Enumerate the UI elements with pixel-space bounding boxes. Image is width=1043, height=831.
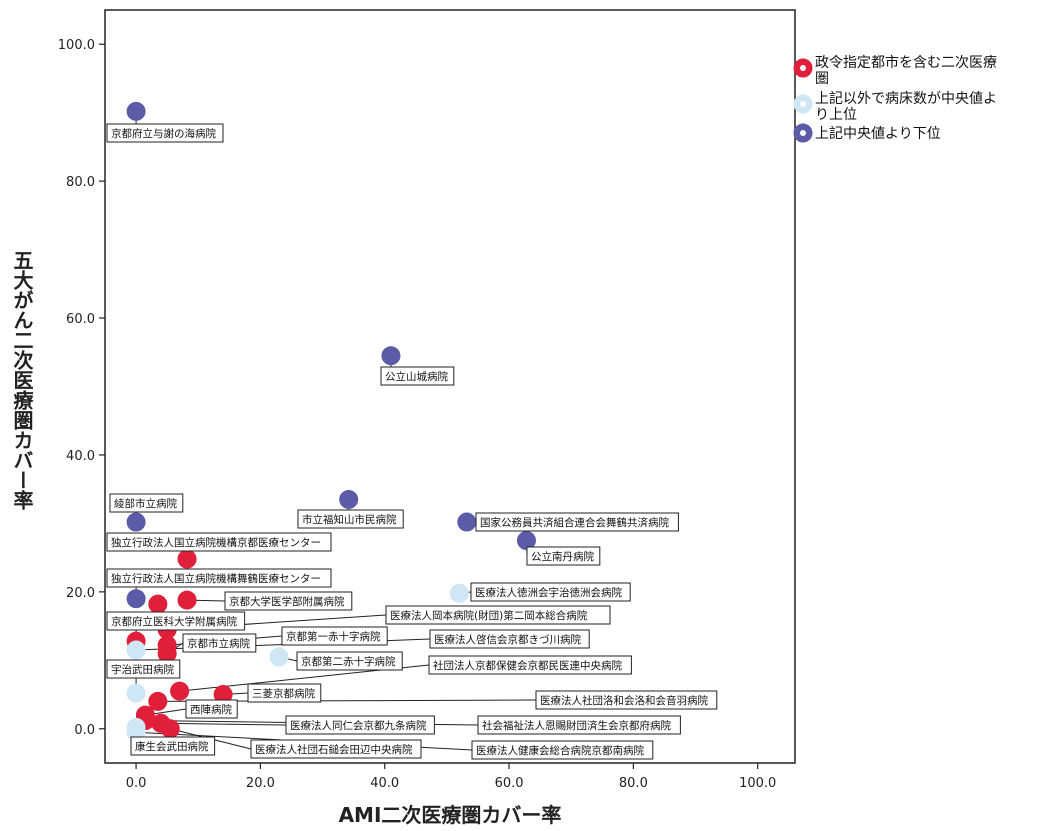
scatter-point: [148, 691, 168, 711]
point-label-box: [106, 568, 332, 588]
scatter-point: [457, 512, 477, 532]
scatter-point: [269, 647, 289, 667]
x-tick-label: 100.0: [739, 776, 776, 791]
y-tick-label: 20.0: [66, 586, 95, 601]
x-tick-label: 80.0: [619, 776, 648, 791]
point-label-box: [428, 655, 632, 675]
scatter-point: [516, 531, 536, 551]
point-label: 三菱京都病院: [252, 687, 315, 700]
point-label: 康生会武田病院: [135, 740, 209, 753]
point-label: 国家公務員共済組合連合会舞鶴共済病院: [480, 516, 669, 529]
point-label: 医療法人社団石鎚会田辺中央病院: [255, 743, 413, 756]
point-label: 社団法人京都保健会京都民医連中央病院: [433, 659, 622, 672]
scatter-point: [126, 512, 146, 532]
legend-marker-center: [800, 130, 806, 136]
point-label-box: [247, 683, 322, 703]
point-label: 宇治武田病院: [111, 663, 174, 676]
point-label-box: [297, 509, 404, 529]
point-label-box: [182, 633, 257, 653]
scatter-point: [148, 594, 168, 614]
legend-label: 上記以外で病床数が中央値より上位: [815, 90, 997, 123]
y-tick-label: 40.0: [66, 449, 95, 464]
point-label-box: [429, 629, 590, 649]
x-axis-ticks: 0.0 20.0 40.0 60.0 80.0 100.0: [126, 763, 776, 791]
point-label: 京都市立病院: [187, 637, 250, 650]
point-label: 医療法人岡本病院(財団)第二岡本総合病院: [390, 609, 588, 622]
x-tick-label: 40.0: [370, 776, 399, 791]
y-tick-label: 100.0: [58, 38, 95, 53]
x-axis-title: AMI二次医療圏カバー率: [339, 803, 562, 827]
label-leader: [160, 722, 287, 726]
point-label: 京都府立医科大学附属病院: [111, 615, 237, 628]
point-label: 医療法人健康会総合病院京都南病院: [476, 744, 644, 757]
point-label-box: [250, 739, 422, 759]
scatter-point: [339, 489, 359, 509]
point-label: 西陣病院: [190, 703, 232, 716]
legend-marker-center: [800, 65, 806, 71]
point-label-box: [477, 715, 681, 735]
scatter-point: [449, 583, 469, 603]
point-label: 医療法人啓信会京都きづ川病院: [434, 633, 581, 646]
point-label: 独立行政法人国立病院機構京都医療センター: [111, 536, 321, 549]
y-axis-ticks: 0.0 20.0 40.0 60.0 80.0 100.0: [58, 38, 105, 738]
point-label-box: [224, 591, 353, 611]
point-label-box: [106, 123, 224, 143]
scatter-point: [126, 683, 146, 703]
scatter-point: [381, 346, 401, 366]
scatter-point: [126, 589, 146, 609]
point-label: 京都第二赤十字病院: [301, 655, 396, 668]
point-label: 社会福祉法人恩賜財団済生会京都府病院: [482, 719, 671, 732]
point-label: 京都大学医学部附属病院: [229, 595, 345, 608]
point-label-box: [471, 740, 654, 760]
point-label-box: [380, 366, 455, 386]
scatter-point: [160, 719, 180, 739]
point-label-box: [526, 546, 601, 566]
legend-marker-center: [800, 101, 806, 107]
scatter-point: [126, 101, 146, 121]
point-label: 京都第一赤十字病院: [286, 630, 381, 643]
point-label-box: [106, 611, 246, 631]
point-label-box: [285, 715, 435, 735]
y-tick-label: 80.0: [66, 175, 95, 190]
y-tick-label: 0.0: [74, 723, 95, 738]
point-label-box: [385, 605, 611, 625]
scatter-point: [177, 590, 197, 610]
point-label-box: [475, 512, 679, 532]
point-label: 京都府立与謝の海病院: [111, 127, 216, 140]
point-label-box: [130, 736, 216, 756]
point-label-box: [106, 659, 181, 679]
scatter-point: [170, 681, 190, 701]
point-label: 公立南丹病院: [531, 550, 594, 563]
point-label: 独立行政法人国立病院機構舞鶴医療センター: [111, 572, 321, 585]
point-label: 医療法人社団洛和会洛和会音羽病院: [540, 694, 708, 707]
point-label-box: [106, 532, 332, 552]
point-label: 医療法人徳洲会宇治徳洲会病院: [475, 586, 622, 599]
legend-label: 上記中央値より下位: [815, 125, 941, 142]
scatter-point: [177, 549, 197, 569]
point-label-box: [296, 651, 403, 671]
point-label-box: [470, 582, 631, 602]
x-tick-label: 0.0: [126, 776, 147, 791]
point-label-box: [281, 626, 388, 646]
point-label-box: [109, 493, 184, 513]
point-label: 医療法人同仁会京都九条病院: [290, 719, 427, 732]
x-tick-label: 60.0: [495, 776, 524, 791]
point-label-box: [185, 699, 238, 719]
x-tick-label: 20.0: [246, 776, 275, 791]
scatter-point: [126, 640, 146, 660]
point-label: 市立福知山市民病院: [302, 513, 397, 526]
y-tick-label: 60.0: [66, 312, 95, 327]
y-axis-title: 五大がん二次医療圏カバー率: [10, 250, 34, 511]
point-label: 公立山城病院: [385, 370, 448, 383]
point-label-box: [535, 690, 718, 710]
point-label: 綾部市立病院: [114, 497, 177, 510]
legend-label: 政令指定都市を含む二次医療圏: [815, 54, 997, 87]
